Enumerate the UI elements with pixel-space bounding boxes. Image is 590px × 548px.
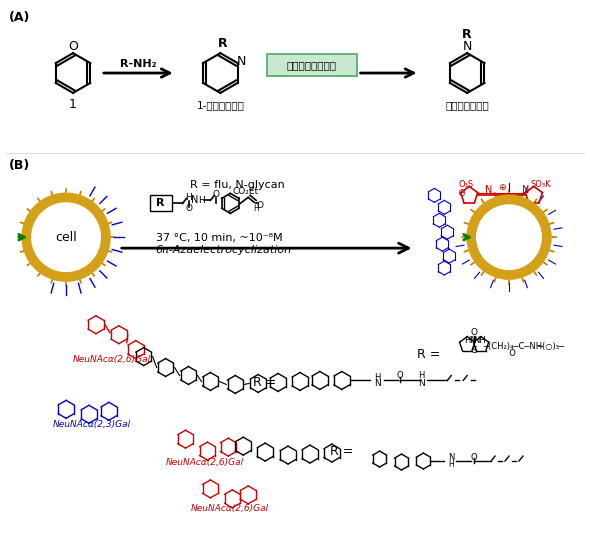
Text: O: O (185, 204, 192, 213)
Text: R =: R = (330, 444, 353, 458)
Text: NH: NH (473, 336, 486, 345)
Text: R-NH₂: R-NH₂ (120, 59, 157, 69)
Text: O: O (213, 190, 220, 199)
Text: ⊖: ⊖ (457, 189, 466, 198)
Text: NeuNAcα(2,3)Gal: NeuNAcα(2,3)Gal (53, 420, 131, 429)
Text: N: N (522, 185, 530, 196)
Text: cell: cell (55, 231, 77, 244)
Text: H: H (448, 460, 454, 469)
FancyBboxPatch shape (267, 54, 357, 76)
Text: R =: R = (253, 376, 277, 389)
Text: R: R (463, 28, 472, 41)
Text: ─(○)₃─: ─(○)₃─ (537, 342, 564, 351)
Text: N: N (418, 379, 425, 388)
Text: アザ電子環状反応: アザ電子環状反応 (287, 60, 337, 70)
Text: SO₃K: SO₃K (530, 180, 551, 189)
Text: R = flu, N-glycan: R = flu, N-glycan (191, 180, 285, 191)
Text: O: O (471, 453, 477, 461)
Text: (A): (A) (9, 12, 31, 24)
Text: 37 °C, 10 min, ~10⁻⁸M: 37 °C, 10 min, ~10⁻⁸M (156, 233, 282, 243)
Text: H: H (185, 193, 192, 202)
Text: R: R (156, 198, 165, 208)
Text: H: H (198, 196, 205, 205)
Text: N: N (448, 453, 454, 461)
Text: (B): (B) (9, 158, 31, 172)
FancyBboxPatch shape (150, 196, 172, 212)
Text: S: S (471, 346, 477, 355)
Text: N: N (191, 196, 198, 206)
Text: O: O (68, 39, 78, 53)
Text: ピリジン誘導体: ピリジン誘導体 (445, 100, 489, 110)
Text: CO₂Et: CO₂Et (232, 187, 258, 196)
Text: H: H (375, 373, 381, 382)
Text: N: N (463, 39, 472, 53)
Text: ─(CH₂)₄─C─NH: ─(CH₂)₄─C─NH (483, 342, 542, 351)
Circle shape (478, 207, 540, 268)
Text: 1: 1 (69, 98, 77, 111)
Text: O: O (471, 328, 478, 337)
Text: O: O (396, 371, 403, 380)
Text: HN: HN (464, 336, 477, 345)
Text: R: R (218, 37, 227, 50)
Text: N: N (486, 185, 493, 196)
Text: H: H (418, 371, 425, 380)
Text: NeuNAcα(2,6)Gal: NeuNAcα(2,6)Gal (166, 458, 244, 466)
Text: O: O (257, 201, 264, 210)
Text: R =: R = (417, 348, 441, 361)
Text: 1-アザトリエン: 1-アザトリエン (196, 100, 244, 110)
Text: NeuNAcα(2,6)Gal: NeuNAcα(2,6)Gal (191, 504, 268, 513)
Text: N: N (237, 55, 246, 67)
Text: N: N (374, 379, 381, 388)
Text: 6π-Azaelectrocyclization: 6π-Azaelectrocyclization (156, 245, 292, 255)
Text: NeuNAcα(2,6)Gal: NeuNAcα(2,6)Gal (73, 355, 151, 364)
Text: O₃S: O₃S (458, 180, 474, 189)
Circle shape (33, 204, 99, 270)
Text: H: H (253, 204, 259, 213)
Text: O: O (483, 349, 516, 358)
Text: ⊕: ⊕ (499, 183, 506, 192)
